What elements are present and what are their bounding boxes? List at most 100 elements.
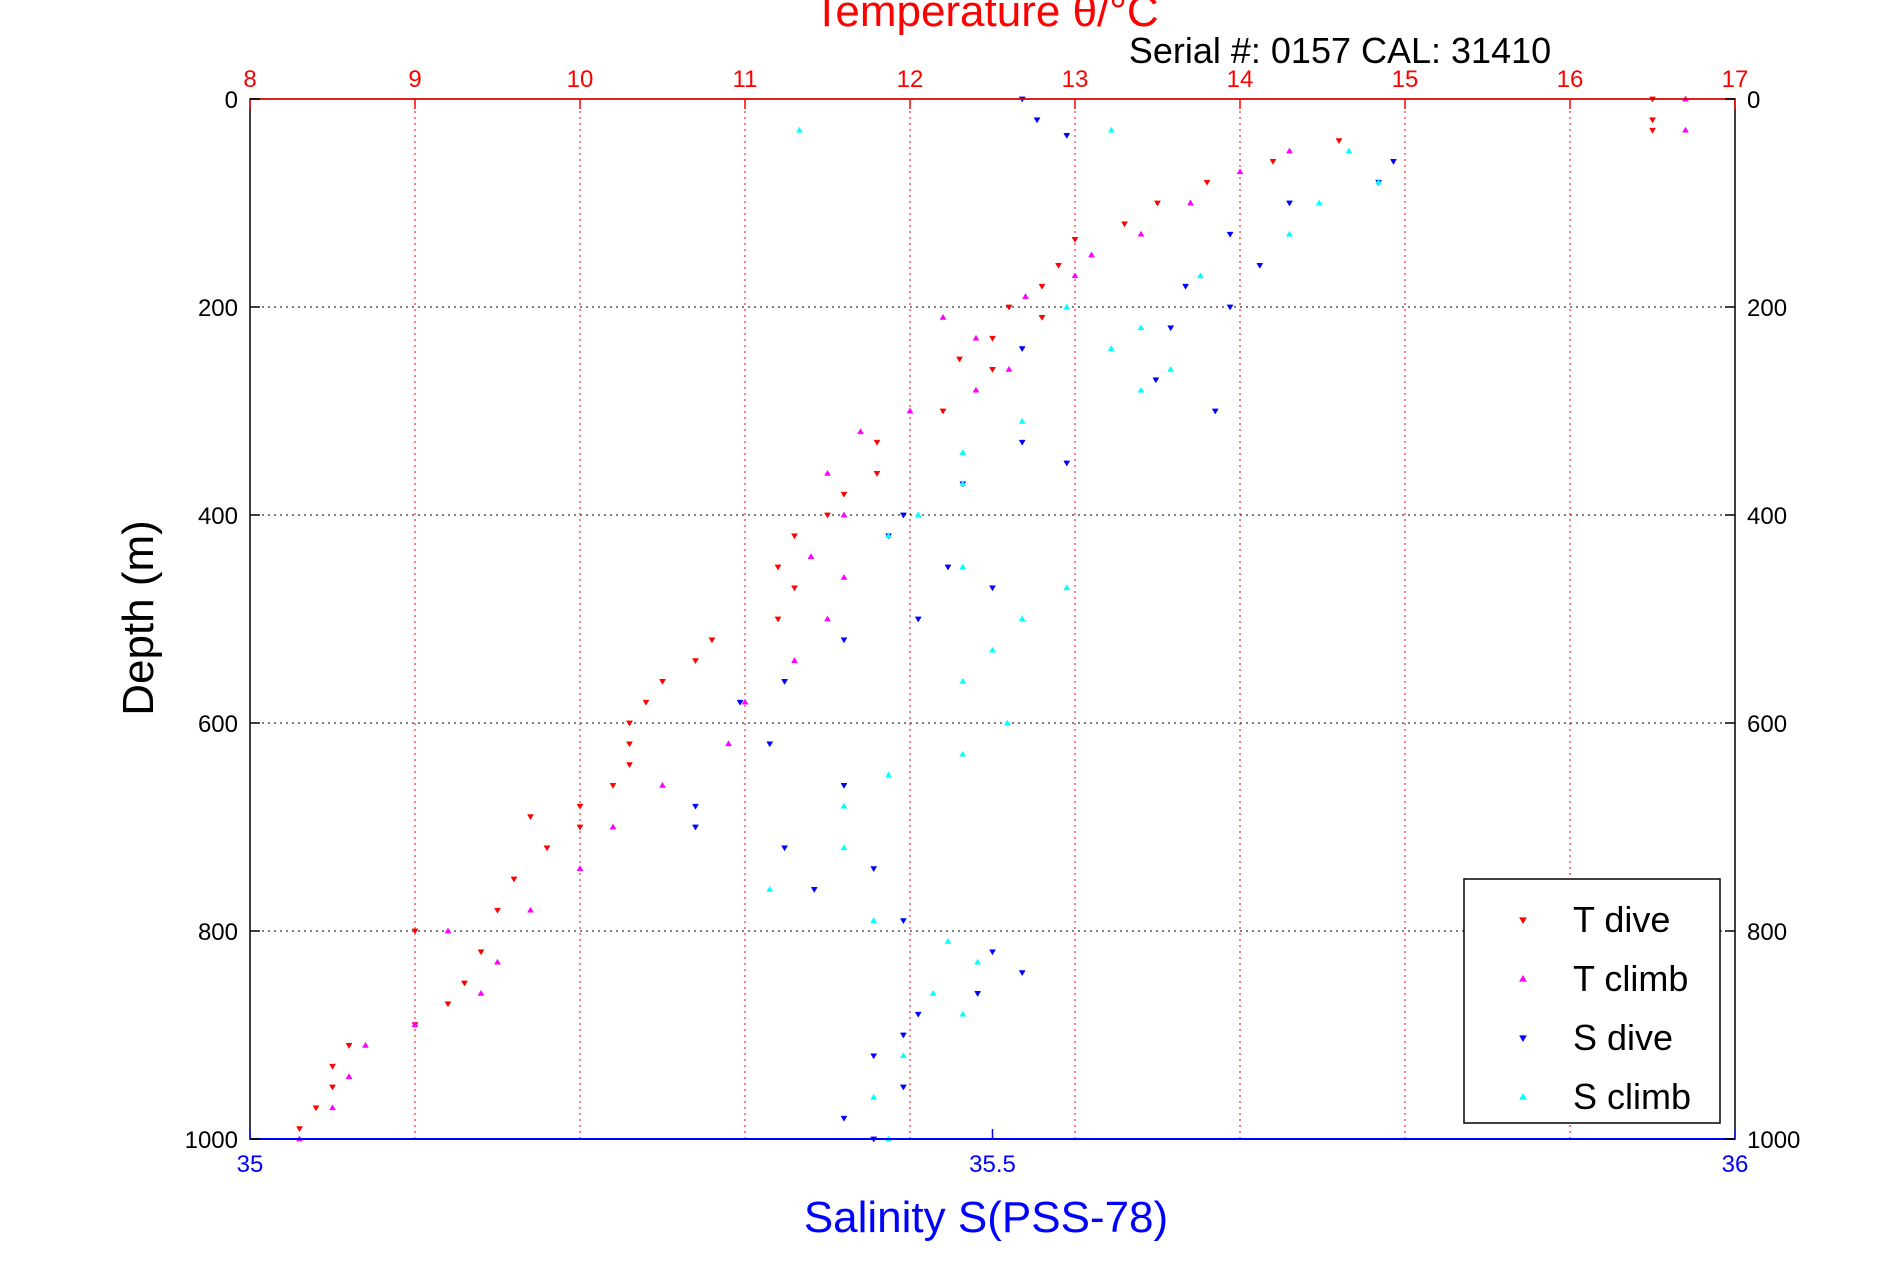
- data-point: [1226, 231, 1234, 238]
- depth-tick-label-left: 800: [198, 919, 238, 946]
- legend-box: [1463, 878, 1721, 1124]
- data-point: [1107, 126, 1115, 133]
- data-point: [741, 698, 749, 705]
- data-point: [642, 699, 650, 706]
- data-point: [692, 658, 699, 665]
- data-point: [494, 958, 501, 965]
- data-point: [296, 1126, 303, 1133]
- data-point: [1018, 439, 1026, 446]
- data-point: [725, 740, 732, 747]
- data-point: [796, 126, 803, 133]
- data-point: [1063, 584, 1071, 591]
- data-point: [840, 637, 848, 644]
- data-point: [959, 677, 967, 684]
- chart-subtitle: Serial #: 0157 CAL: 31410: [1129, 30, 1551, 71]
- data-point: [477, 949, 485, 956]
- temperature-tick-label: 13: [1062, 66, 1089, 93]
- legend-marker: [1519, 1093, 1527, 1100]
- data-point: [766, 885, 774, 892]
- data-point: [1005, 304, 1013, 311]
- data-point: [824, 512, 831, 519]
- series-s-climb: [766, 126, 1383, 1142]
- data-point: [974, 958, 982, 965]
- legend-label: T dive: [1573, 899, 1670, 940]
- data-point: [840, 491, 848, 498]
- data-point: [1063, 133, 1071, 139]
- data-point: [1649, 127, 1656, 134]
- x-axis-title: Salinity S(PSS-78): [804, 1193, 1168, 1242]
- data-point: [810, 887, 818, 893]
- legend-label: S climb: [1573, 1076, 1691, 1117]
- data-point: [885, 771, 892, 778]
- data-point: [659, 781, 666, 788]
- data-point: [766, 741, 774, 748]
- data-point: [840, 783, 848, 789]
- data-point: [914, 1011, 922, 1018]
- data-point: [1286, 200, 1293, 207]
- data-point: [885, 532, 892, 539]
- data-point: [1071, 237, 1079, 243]
- temperature-tick-label: 17: [1722, 66, 1749, 93]
- data-point: [989, 585, 996, 592]
- data-point: [329, 1063, 336, 1070]
- data-point: [527, 906, 534, 913]
- depth-tick-label-right: 600: [1747, 711, 1787, 738]
- data-point: [791, 533, 798, 540]
- temperature-tick-label: 14: [1227, 66, 1254, 93]
- data-point: [959, 1010, 967, 1017]
- depth-tick-label-right: 0: [1747, 87, 1760, 114]
- data-point: [1286, 230, 1293, 237]
- data-point: [1315, 199, 1323, 206]
- data-point: [444, 927, 452, 934]
- data-point: [1226, 304, 1234, 311]
- legend-marker: [1519, 975, 1527, 982]
- data-point: [1335, 138, 1343, 145]
- data-point: [626, 741, 633, 748]
- depth-axis-ticks-right: 0 200 400 600 800 1000: [1725, 87, 1800, 1154]
- data-point: [899, 918, 907, 925]
- legend-label: S dive: [1573, 1017, 1673, 1058]
- data-point: [989, 949, 996, 956]
- plot-area: [296, 95, 1689, 1143]
- data-point: [1682, 126, 1689, 133]
- data-point: [708, 637, 716, 644]
- chart-title: Temperature θ/°C: [813, 0, 1158, 36]
- data-point: [1152, 377, 1160, 384]
- data-point: [870, 1053, 878, 1060]
- data-point: [840, 802, 848, 809]
- data-point: [1182, 283, 1189, 290]
- data-point: [870, 866, 878, 873]
- data-point: [329, 1084, 336, 1091]
- depth-tick-label-right: 400: [1747, 503, 1787, 530]
- data-point: [824, 469, 831, 476]
- data-point: [1345, 147, 1353, 154]
- data-point: [781, 679, 789, 685]
- data-point: [774, 616, 782, 623]
- depth-tick-label-left: 0: [225, 87, 238, 114]
- temperature-tick-label: 11: [733, 66, 758, 93]
- temperature-tick-label: 16: [1557, 66, 1584, 93]
- salinity-tick-label: 35: [237, 1151, 264, 1178]
- series-t-dive: [296, 96, 1656, 1133]
- depth-tick-label-left: 600: [198, 711, 238, 738]
- data-point: [972, 386, 980, 393]
- data-point: [1154, 200, 1161, 207]
- data-point: [1022, 293, 1029, 299]
- data-point: [774, 564, 782, 571]
- data-point: [974, 991, 982, 997]
- data-point: [914, 616, 922, 623]
- data-point: [1137, 324, 1145, 331]
- depth-tick-label-right: 1000: [1747, 1127, 1800, 1154]
- data-point: [929, 989, 937, 996]
- data-point: [444, 1001, 452, 1008]
- data-point: [1203, 179, 1211, 186]
- data-point: [906, 407, 914, 414]
- data-point: [944, 564, 952, 571]
- data-point: [873, 471, 881, 477]
- temperature-tick-label: 12: [897, 66, 924, 93]
- y-axis-title: Depth (m): [114, 520, 163, 716]
- temperature-axis-ticks: 8 9 10 11 12 13 14 15 16 17: [243, 66, 1748, 109]
- data-point: [1003, 719, 1011, 726]
- data-point: [1005, 365, 1013, 372]
- data-point: [944, 937, 952, 944]
